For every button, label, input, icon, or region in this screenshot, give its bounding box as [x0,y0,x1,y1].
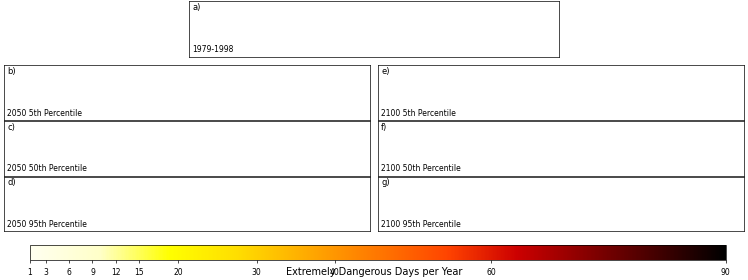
Text: f): f) [381,123,387,132]
Text: 2100 95th Percentile: 2100 95th Percentile [381,220,461,229]
Text: 2050 50th Percentile: 2050 50th Percentile [7,164,88,173]
Text: c): c) [7,123,15,132]
Text: b): b) [7,67,16,76]
Text: e): e) [381,67,390,76]
Text: 2100 5th Percentile: 2100 5th Percentile [381,109,456,118]
Text: a): a) [192,3,201,12]
Text: Extremely Dangerous Days per Year: Extremely Dangerous Days per Year [286,267,462,277]
Text: 1979-1998: 1979-1998 [192,45,234,55]
Text: 2100 50th Percentile: 2100 50th Percentile [381,164,461,173]
Text: g): g) [381,178,390,187]
Text: d): d) [7,178,16,187]
Text: 2050 5th Percentile: 2050 5th Percentile [7,109,82,118]
Text: 2050 95th Percentile: 2050 95th Percentile [7,220,88,229]
